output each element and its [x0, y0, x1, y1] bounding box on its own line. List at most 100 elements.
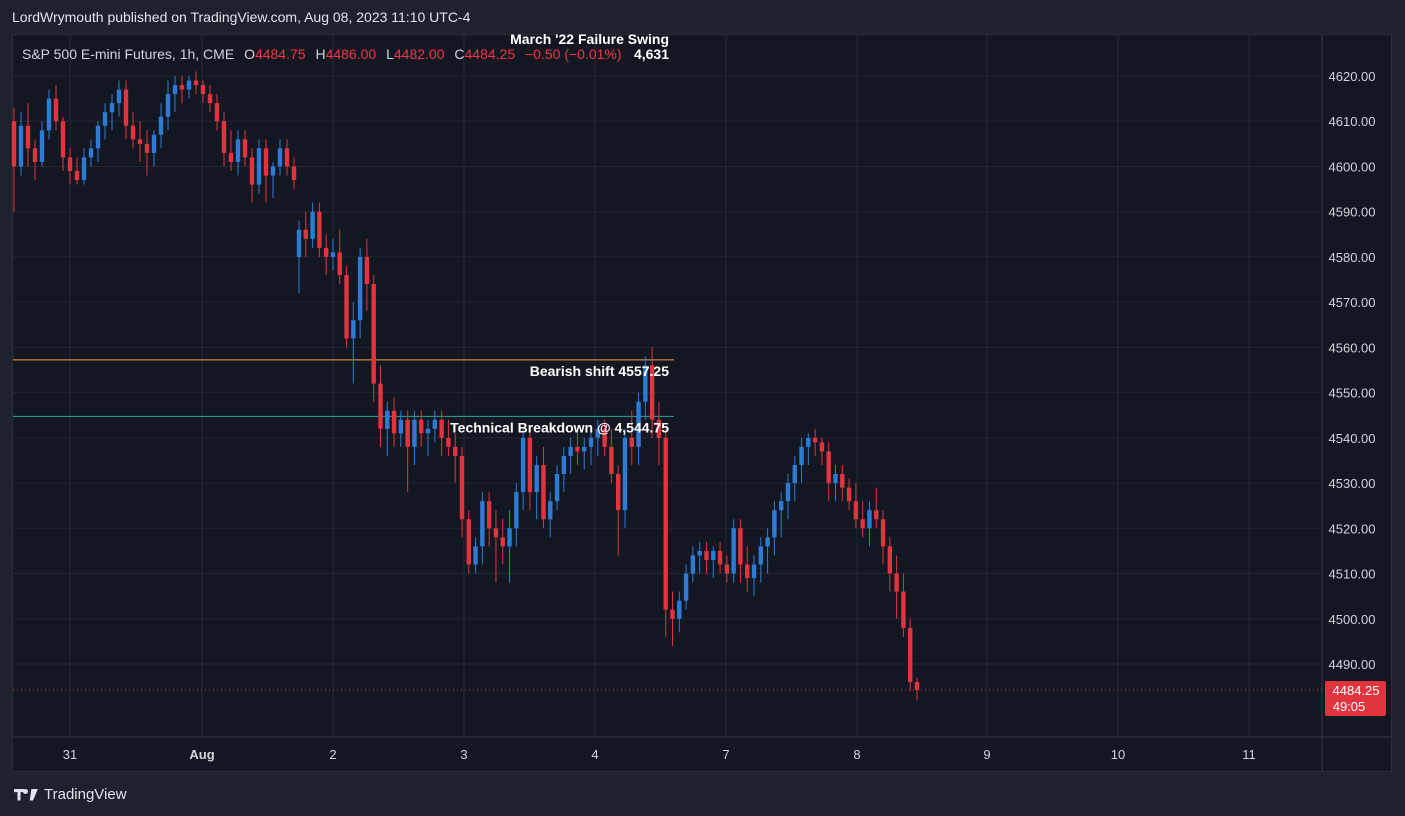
price-axis[interactable]: 4490.00 4500.00 4510.00 4520.00 4530.00 4540.…: [1329, 69, 1376, 672]
candle-body: [439, 419, 444, 438]
candle-body: [425, 428, 431, 434]
time-axis[interactable]: 31 Aug 2 3 4 7 8 9 10 11: [63, 747, 1256, 762]
candle-body: [643, 365, 648, 402]
annotation-march-failure-swing: March '22 Failure Swing: [510, 31, 669, 47]
candle-body: [738, 528, 743, 565]
ohlc-legend: S&P 500 E-mini Futures, 1h, CME O4484.75…: [22, 46, 622, 62]
candle-body: [500, 537, 505, 547]
chart-frame[interactable]: [12, 34, 1392, 772]
candle-body: [385, 410, 390, 429]
candle-body: [214, 103, 220, 122]
candle-body: [846, 487, 852, 502]
candle-body: [284, 148, 290, 167]
candle-body: [144, 143, 150, 153]
candle-body: [561, 455, 567, 475]
candle-body: [588, 437, 594, 447]
candle-body: [207, 94, 213, 104]
y-tick-label: 4490.00: [1329, 657, 1376, 672]
candle-body: [656, 419, 662, 438]
y-tick-label: 4550.00: [1329, 386, 1376, 401]
y-tick-label: 4530.00: [1329, 476, 1376, 491]
y-tick-label: 4510.00: [1329, 567, 1376, 582]
close-value: 4484.25: [464, 46, 516, 62]
x-tick-label: 3: [460, 747, 467, 762]
candle-body: [277, 148, 283, 167]
x-tick-label: 8: [853, 747, 860, 762]
candle-body: [548, 501, 553, 520]
high-value: 4486.00: [325, 46, 377, 62]
x-tick-label: 2: [329, 747, 336, 762]
candle-body: [310, 211, 315, 239]
candle-body: [704, 550, 709, 560]
candle-body: [520, 437, 526, 493]
candle-body: [527, 437, 533, 493]
candle-body: [731, 528, 736, 574]
candle-body: [765, 537, 770, 547]
candle-body: [880, 519, 886, 547]
bar-countdown: 49:05: [1333, 699, 1366, 714]
candle-body: [697, 550, 702, 556]
footer-brand[interactable]: TradingView: [14, 786, 127, 803]
candle-body: [609, 446, 614, 475]
candle-body: [95, 125, 101, 149]
y-tick-label: 4620.00: [1329, 69, 1376, 84]
annotation-4631: 4,631: [634, 46, 669, 62]
candle-body: [351, 320, 356, 339]
x-tick-label: 11: [1242, 747, 1256, 762]
candle-body: [130, 125, 136, 140]
candle-body: [109, 103, 115, 113]
candle-body: [914, 682, 920, 691]
candle-body: [806, 437, 811, 447]
candle-body: [751, 564, 757, 579]
candle-body: [595, 428, 601, 438]
candle-body: [908, 627, 913, 683]
candle-body: [582, 446, 587, 452]
candle-body: [67, 157, 73, 171]
y-tick-label: 4570.00: [1329, 295, 1376, 310]
candle-body: [405, 419, 410, 447]
candle-body: [473, 546, 478, 565]
candle-body: [270, 166, 276, 176]
candle-body: [799, 446, 804, 465]
candle-body: [507, 528, 512, 547]
x-tick-label: 9: [983, 747, 990, 762]
candle-body: [778, 501, 784, 511]
x-tick-label: 7: [722, 747, 729, 762]
price-levels: [13, 359, 1322, 691]
close-label: C: [454, 46, 465, 62]
candle-body: [649, 365, 655, 420]
candle-body: [74, 170, 80, 181]
candle-body: [242, 139, 248, 158]
y-tick-label: 4520.00: [1329, 521, 1376, 536]
last-price-badge: 4484.25 49:05: [1325, 681, 1386, 716]
candle-body: [629, 437, 634, 447]
candle-body: [711, 550, 716, 560]
candle-body: [575, 446, 580, 452]
candle-body: [867, 510, 872, 529]
x-tick-label: Aug: [189, 747, 214, 762]
candle-body: [364, 256, 370, 285]
y-tick-label: 4500.00: [1329, 612, 1376, 627]
candle-body: [826, 451, 831, 484]
candle-body: [615, 474, 621, 511]
candle-body: [514, 492, 519, 529]
x-tick-label: 10: [1111, 747, 1125, 762]
candle-body: [158, 116, 164, 135]
candle-body: [398, 419, 404, 434]
candle-body: [193, 80, 199, 86]
y-tick-label: 4610.00: [1329, 114, 1376, 129]
candle-body: [602, 428, 607, 447]
candle-body: [534, 464, 539, 493]
candle-body: [25, 125, 31, 149]
candle-body: [81, 157, 87, 181]
candle-body: [663, 437, 668, 610]
candle-body: [758, 546, 764, 565]
grid: [13, 35, 1391, 771]
y-tick-label: 4590.00: [1329, 205, 1376, 220]
y-tick-label: 4600.00: [1329, 159, 1376, 174]
candle-body: [32, 148, 38, 162]
candle-body: [228, 152, 234, 162]
symbol-name[interactable]: S&P 500 E-mini Futures, 1h, CME: [22, 46, 235, 62]
annotation-bearish-shift: Bearish shift 4557.25: [530, 363, 670, 379]
